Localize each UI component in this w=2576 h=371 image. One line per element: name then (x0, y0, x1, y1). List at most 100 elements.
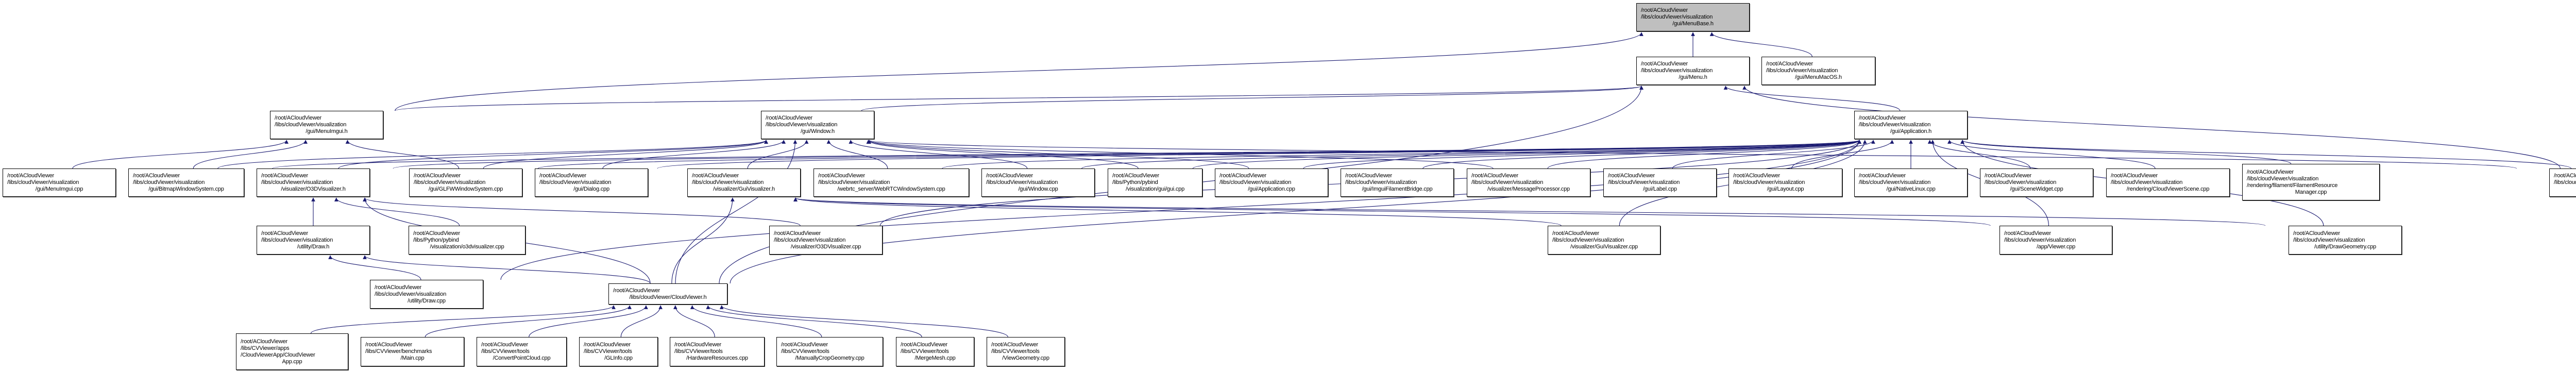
node-label-line: /gui/GLFWWindowSystem.cpp (428, 186, 503, 192)
node-label-line: /libs/cloudViewer/visualization (1219, 179, 1292, 185)
node-label-line: /ViewGeometry.cpp (1002, 355, 1049, 361)
edge-layout-cpp-to-application-h (1791, 140, 1894, 169)
node-label-line: /libs/cloudViewer/visualization (2554, 179, 2576, 185)
node-label-line: /root/ACloudViewer (1859, 115, 1906, 121)
edge-pybind-o3dvis-cpp-to-o3dvis-h (334, 197, 460, 226)
edge-application-cpp-to-application-h (1303, 140, 1861, 169)
edge-bitmapws-cpp-to-window-h (217, 140, 768, 169)
node-label-line: /root/ACloudViewer (2247, 168, 2294, 175)
graph-node-window-h[interactable]: /root/ACloudViewer/libs/cloudViewer/visu… (761, 111, 874, 139)
node-label-line: App.cpp (282, 358, 302, 365)
graph-node-draw-h[interactable]: /root/ACloudViewer/libs/cloudViewer/visu… (257, 226, 370, 255)
node-label-line: /libs/cloudViewer/visualization (766, 122, 838, 128)
graph-node-filres-cpp[interactable]: /root/ACloudViewer/libs/cloudViewer/visu… (2242, 164, 2380, 200)
graph-node-convertpc-cpp[interactable]: /root/ACloudViewer/libs/CVViewer/tools/C… (477, 337, 567, 366)
graph-node-window-cpp[interactable]: /root/ACloudViewer/libs/cloudViewer/visu… (981, 168, 1095, 197)
node-label-line: /gui/ImguiFilamentBridge.cpp (1362, 186, 1433, 192)
graph-node-application-cpp[interactable]: /root/ACloudViewer/libs/cloudViewer/visu… (1215, 168, 1328, 197)
node-label-line: /gui/MenuMacOS.h (1795, 74, 1842, 80)
node-label-line: /root/ACloudViewer (674, 342, 721, 348)
graph-node-menubase-h[interactable]: /root/ACloudViewer/libs/cloudViewer/visu… (1636, 3, 1750, 31)
node-label-line: /libs/cloudViewer/visualization (2247, 175, 2319, 182)
node-label-line: /gui/MenuImgui.cpp (35, 186, 83, 192)
node-label-line: /CloudViewerApp/CloudViewer (241, 351, 315, 358)
node-label-line: /visualization/gui/gui.cpp (1125, 186, 1185, 192)
graph-node-dialog-cpp[interactable]: /root/ACloudViewer/libs/cloudViewer/visu… (535, 168, 648, 197)
node-label-line: /root/ACloudViewer (414, 173, 461, 179)
graph-node-cloudviewer-h[interactable]: /root/ACloudViewer/libs/cloudViewer/Clou… (608, 283, 727, 305)
graph-node-webrtc-cpp[interactable]: /root/ACloudViewer/libs/cloudViewer/visu… (814, 168, 969, 197)
graph-node-menumacos-h[interactable]: /root/ACloudViewer/libs/cloudViewer/visu… (1761, 57, 1875, 85)
edge-label-cpp-to-application-h (1672, 140, 1875, 169)
node-label-line: /libs/cloudViewer/visualization (1552, 237, 1624, 243)
edge-dialog-cpp-to-window-h (602, 140, 786, 169)
edge-menuimgui-h-to-menu-h (395, 86, 1643, 111)
graph-node-imguifb-cpp[interactable]: /root/ACloudViewer/libs/cloudViewer/visu… (1341, 168, 1454, 197)
node-label-line: /visualizer/MessageProcessor.cpp (1487, 186, 1570, 192)
node-label-line: /root/ACloudViewer (1552, 230, 1599, 237)
node-label-line: /libs/cloudViewer/visualization (275, 122, 347, 128)
edge-bitmapws-cpp-to-menuimgui-h (193, 140, 308, 169)
edge-convertpc-cpp-to-cloudviewer-h (529, 305, 648, 338)
graph-node-drawgeom-cpp[interactable]: /root/ACloudViewer/libs/cloudViewer/visu… (2289, 226, 2402, 255)
node-label-line: /libs/cloudViewer/visualization (1345, 179, 1417, 185)
node-label-line: /root/ACloudViewer (1641, 61, 1688, 67)
graph-node-cvscene-cpp[interactable]: /root/ACloudViewer/libs/cloudViewer/visu… (2106, 168, 2230, 197)
edge-imguifb-cpp-to-application-h (1422, 140, 1861, 169)
node-label-line: /libs/cloudViewer/visualization (1733, 179, 1805, 185)
node-label-line: /root/ACloudViewer (365, 342, 412, 348)
graph-node-menuimgui-cpp[interactable]: /root/ACloudViewer/libs/cloudViewer/visu… (3, 168, 116, 197)
node-label-line: /root/ACloudViewer (2111, 173, 2158, 179)
graph-node-hwres-cpp[interactable]: /root/ACloudViewer/libs/CVViewer/tools/H… (670, 337, 765, 366)
graph-node-bitmapws-cpp[interactable]: /root/ACloudViewer/libs/cloudViewer/visu… (128, 168, 244, 197)
graph-node-cvapp-cpp[interactable]: /root/ACloudViewer/libs/CVViewer/apps/Cl… (236, 333, 348, 370)
graph-node-o3dvis-h[interactable]: /root/ACloudViewer/libs/cloudViewer/visu… (257, 168, 370, 197)
edge-window-cpp-to-application-h (1081, 140, 1861, 169)
node-label-line: /root/ACloudViewer (7, 173, 54, 179)
node-label-line: /utility/DrawGeometry.cpp (2314, 243, 2377, 250)
edge-application-h-to-menu-h (1723, 86, 1901, 111)
edge-webrtc-cpp-to-application-h (942, 140, 1861, 169)
node-label-line: /gui/NativeLinux.cpp (1886, 186, 1936, 192)
node-label-line: /libs/CVViewer/tools (674, 348, 723, 355)
edge-glfwws-cpp-to-window-h (483, 140, 768, 169)
graph-node-guivis-cpp[interactable]: /root/ACloudViewer/libs/cloudViewer/visu… (1548, 226, 1660, 255)
node-label-line: /root/ACloudViewer (375, 284, 421, 291)
node-label-line: /libs/cloudViewer/CloudViewer.h (629, 294, 707, 300)
node-label-line: /root/ACloudViewer (1859, 173, 1906, 179)
node-label-line: /libs/cloudViewer/visualization (7, 179, 79, 185)
node-label-line: /root/ACloudViewer (584, 342, 631, 348)
graph-node-application-h[interactable]: /root/ACloudViewer/libs/cloudViewer/visu… (1854, 111, 1968, 139)
graph-node-o3dvis-cpp[interactable]: /root/ACloudViewer/libs/cloudViewer/visu… (769, 226, 883, 255)
graph-node-draw-cpp[interactable]: /root/ACloudViewer/libs/cloudViewer/visu… (370, 280, 483, 309)
graph-node-msgproc-cpp[interactable]: /root/ACloudViewer/libs/cloudViewer/visu… (1467, 168, 1590, 197)
edge-dialog-cpp-to-application-h (657, 140, 1861, 169)
graph-node-cropgeom-cpp[interactable]: /root/ACloudViewer/libs/CVViewer/tools/M… (776, 337, 883, 366)
graph-node-guivis-h[interactable]: /root/ACloudViewer/libs/cloudViewer/visu… (687, 168, 801, 197)
graph-node-layout-cpp[interactable]: /root/ACloudViewer/libs/cloudViewer/visu… (1728, 168, 1842, 197)
edge-cloudviewer-h-to-draw-h (363, 255, 651, 284)
edge-webrtc-cpp-to-window-h (826, 140, 888, 169)
graph-node-viewer-cpp[interactable]: /root/ACloudViewer/libs/cloudViewer/visu… (1999, 226, 2112, 255)
graph-node-label-cpp[interactable]: /root/ACloudViewer/libs/cloudViewer/visu… (1603, 168, 1717, 197)
graph-node-menu-cpp[interactable]: /root/ACloudViewer/libs/cloudViewer/visu… (2549, 168, 2576, 197)
node-label-line: /HardwareResources.cpp (686, 355, 748, 361)
graph-node-glfwws-cpp[interactable]: /root/ACloudViewer/libs/cloudViewer/visu… (409, 168, 522, 197)
node-label-line: /libs/CVViewer/tools (901, 348, 949, 355)
graph-node-glinfo-cpp[interactable]: /root/ACloudViewer/libs/CVViewer/tools/G… (579, 337, 658, 366)
graph-node-pybind-o3dvis-cpp[interactable]: /root/ACloudViewer/libs/Python/pybind/vi… (409, 226, 526, 255)
graph-node-pybind-gui-cpp[interactable]: /root/ACloudViewer/libs/Python/pybind/vi… (1108, 168, 1202, 197)
graph-node-bench-main-cpp[interactable]: /root/ACloudViewer/libs/CVViewer/benchma… (361, 337, 464, 366)
node-label-line: /libs/cloudViewer/visualization (1859, 122, 1931, 128)
node-label-line: /libs/cloudViewer/visualization (1608, 179, 1680, 185)
graph-node-nativelinux-cpp[interactable]: /root/ACloudViewer/libs/cloudViewer/visu… (1854, 168, 1968, 197)
node-label-line: /gui/Menu.h (1679, 74, 1707, 80)
graph-node-mergemesh-cpp[interactable]: /root/ACloudViewer/libs/CVViewer/tools/M… (896, 337, 974, 366)
graph-node-scenewidget-cpp[interactable]: /root/ACloudViewer/libs/cloudViewer/visu… (1980, 168, 2093, 197)
graph-node-viewgeom-cpp[interactable]: /root/ACloudViewer/libs/CVViewer/tools/V… (987, 337, 1065, 366)
graph-node-menu-h[interactable]: /root/ACloudViewer/libs/cloudViewer/visu… (1636, 57, 1750, 85)
graph-node-menuimgui-h[interactable]: /root/ACloudViewer/libs/cloudViewer/visu… (270, 111, 383, 139)
node-label-line: /app/Viewer.cpp (2036, 243, 2076, 250)
edge-cropgeom-cpp-to-cloudviewer-h (690, 305, 822, 338)
